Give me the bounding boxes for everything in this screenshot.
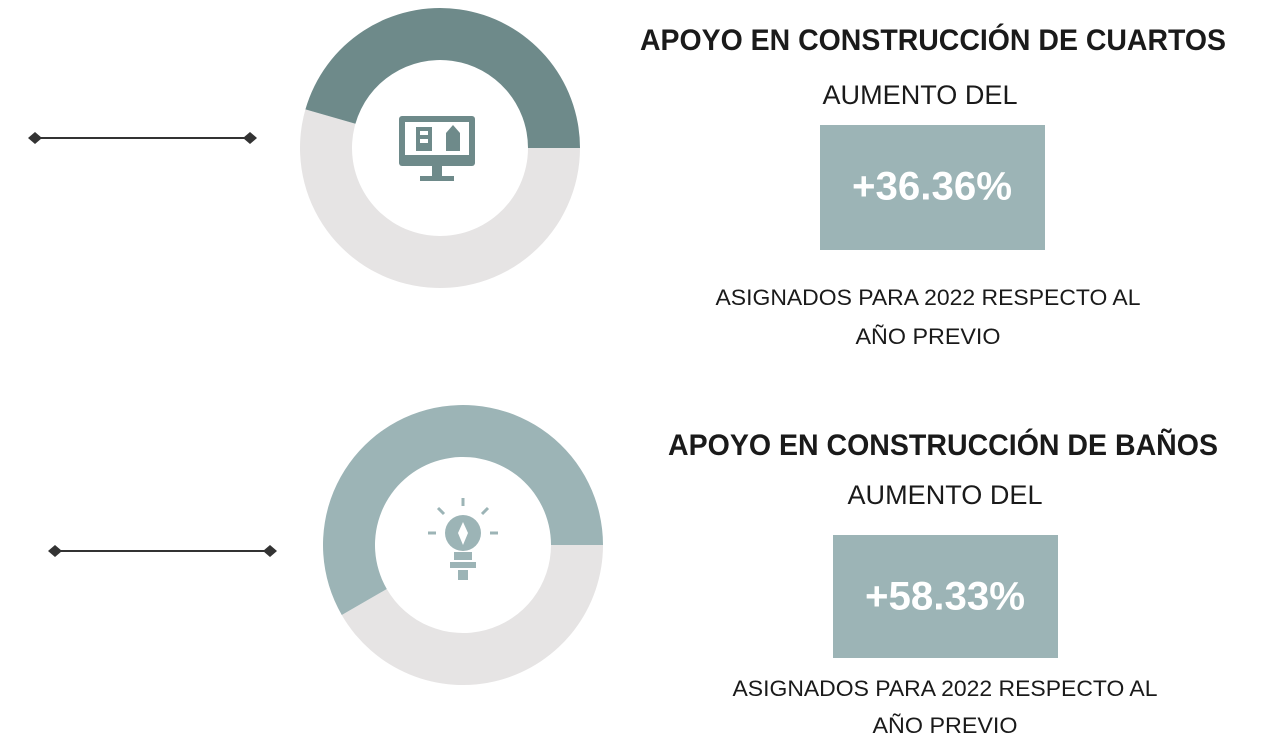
value-box bbox=[833, 535, 1058, 658]
donut-dark bbox=[305, 8, 580, 148]
donut-light bbox=[341, 545, 603, 685]
monitor-icon bbox=[399, 116, 475, 181]
note-line: AÑO PREVIO bbox=[856, 324, 1001, 349]
note-line: AÑO PREVIO bbox=[873, 713, 1018, 738]
value-text: +36.36% bbox=[852, 165, 1012, 209]
bulb-icon bbox=[428, 498, 498, 580]
value-text: +58.33% bbox=[865, 575, 1025, 619]
section: APOYO EN CONSTRUCCIÓN DE CUARTOS AUMENTO… bbox=[28, 8, 1226, 349]
lead-text: AUMENTO DEL bbox=[848, 480, 1043, 510]
section-title: APOYO EN CONSTRUCCIÓN DE CUARTOS bbox=[640, 23, 1226, 57]
note-line: ASIGNADOS PARA 2022 RESPECTO AL bbox=[733, 676, 1158, 701]
section: APOYO EN CONSTRUCCIÓN DE BAÑOS AUMENTO D… bbox=[48, 404, 1218, 738]
connector-line bbox=[28, 132, 257, 144]
lead-text: AUMENTO DEL bbox=[823, 80, 1018, 110]
donut-dark bbox=[323, 404, 603, 615]
section-title: APOYO EN CONSTRUCCIÓN DE BAÑOS bbox=[668, 428, 1218, 462]
donut-light bbox=[299, 109, 580, 289]
connector-line bbox=[48, 545, 277, 557]
value-box bbox=[820, 125, 1045, 250]
note-line: ASIGNADOS PARA 2022 RESPECTO AL bbox=[716, 285, 1141, 310]
